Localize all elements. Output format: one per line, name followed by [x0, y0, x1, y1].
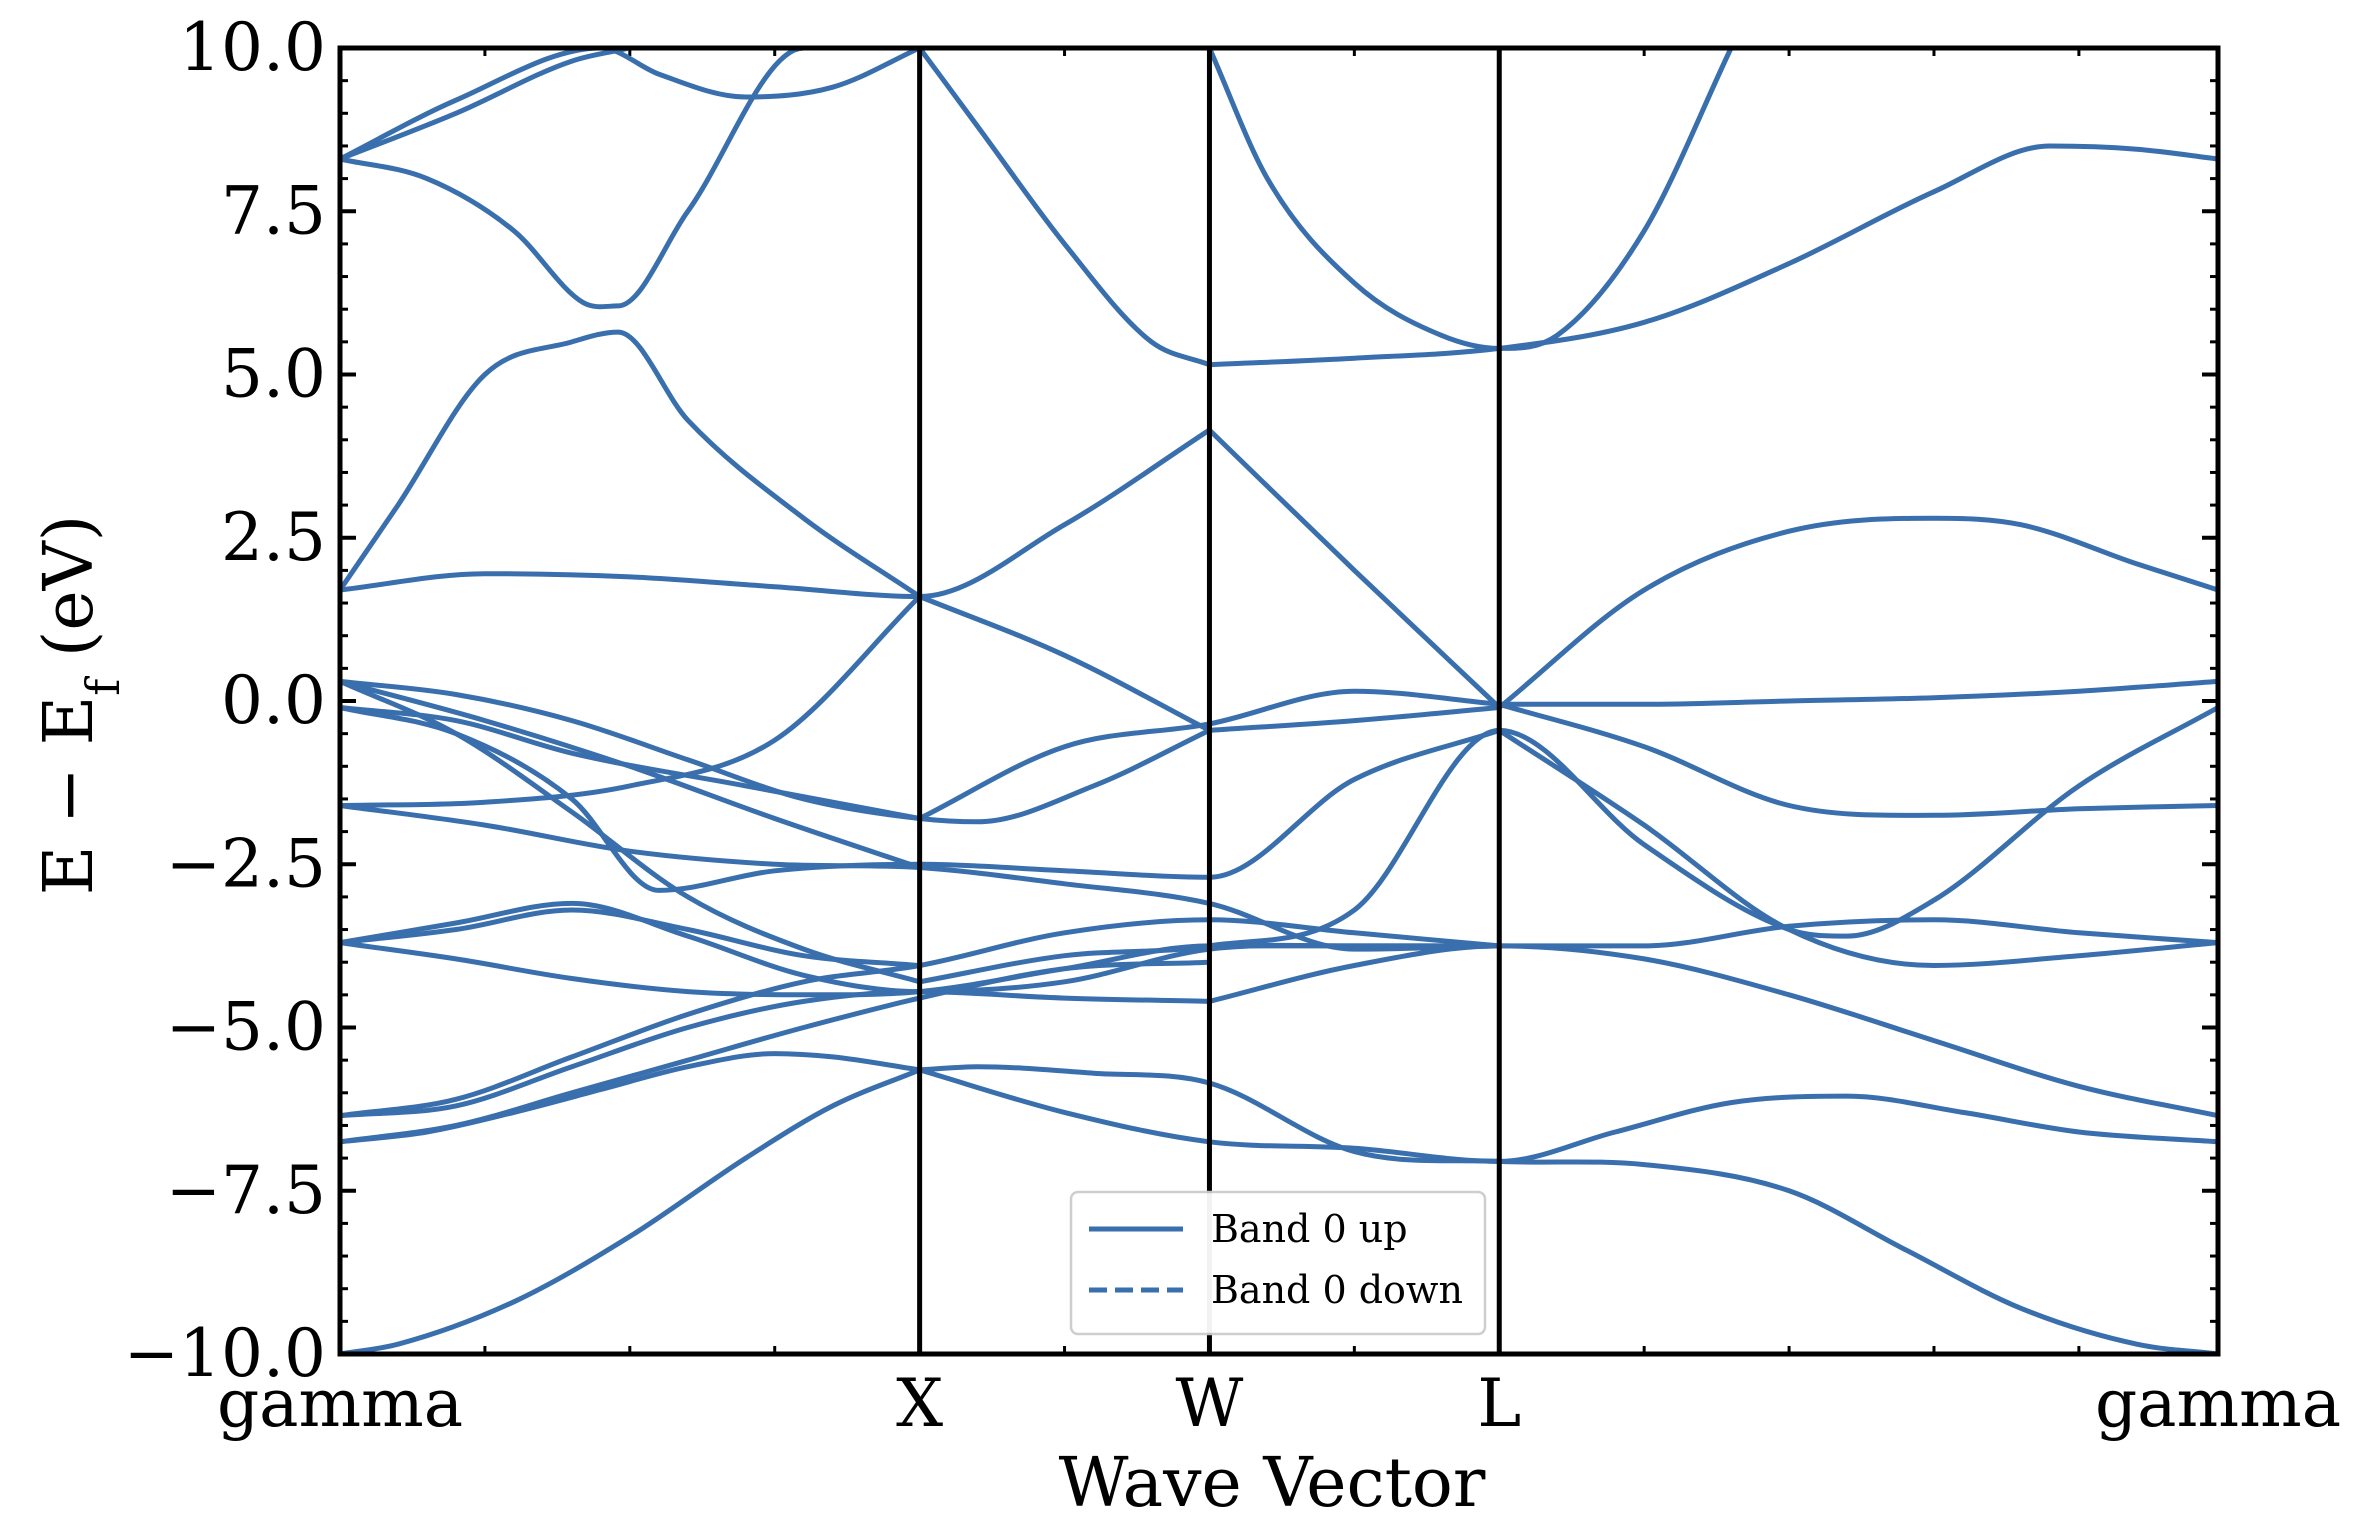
band-line-31: [917, 45, 1212, 368]
band-line-25: [1206, 427, 1502, 710]
band-line-30: [1206, 45, 1734, 351]
y-tick-label: −2.5: [166, 825, 326, 902]
y-tick-label: −5.0: [166, 989, 326, 1066]
y-tick-label: −7.5: [166, 1152, 326, 1229]
legend-label-down: Band 0 down: [1211, 1268, 1463, 1312]
band-line-26: [337, 427, 1212, 599]
band-line-7: [1206, 943, 2221, 1119]
band-line-23: [917, 594, 1212, 733]
band-line-33: [337, 45, 923, 162]
band-line-0: [337, 1067, 923, 1357]
band-line-24: [1206, 705, 1502, 733]
x-tick-label: X: [896, 1365, 943, 1442]
band-line-12: [917, 705, 2221, 985]
y-axis-title: E − Ef (eV): [30, 515, 130, 896]
band-line-28: [1496, 515, 2221, 710]
x-tick-label: W: [1176, 1365, 1244, 1442]
band-line-6: [337, 917, 1502, 1119]
band-line-29: [1206, 143, 2221, 368]
legend: Band 0 up Band 0 down: [1069, 1190, 1487, 1336]
band-line-1: [917, 1064, 2221, 1357]
x-tick-label: gamma: [217, 1365, 463, 1442]
x-axis-title: Wave Vector: [1059, 1444, 1486, 1523]
band-line-21: [1496, 678, 2221, 707]
y-tick-label: 2.5: [221, 499, 326, 576]
y-tick-label: 5.0: [221, 336, 326, 413]
plot-frame: [337, 45, 2221, 1357]
band-line-32: [337, 45, 923, 310]
band-lines: [337, 45, 2221, 1357]
band-line-34: [337, 45, 633, 162]
y-axis-title-unit: (eV): [30, 515, 109, 679]
y-axis-title-main: E − E: [30, 696, 109, 895]
high-symmetry-lines: [917, 48, 1502, 1354]
band-line-18: [337, 594, 923, 808]
y-tick-label: 0.0: [221, 662, 326, 739]
x-tick-label: L: [1477, 1365, 1521, 1442]
y-tick-label: 7.5: [221, 172, 326, 249]
y-tick-label: −10.0: [124, 1315, 326, 1392]
band-line-15: [1496, 727, 2221, 968]
band-line-10: [337, 907, 923, 968]
band-line-27: [337, 329, 923, 599]
legend-label-up: Band 0 up: [1211, 1207, 1408, 1251]
band-line-3: [917, 1067, 2221, 1164]
x-tick-label: gamma: [2095, 1365, 2341, 1442]
y-axis-title-subscript: f: [76, 676, 130, 696]
band-line-22: [1496, 701, 2221, 818]
band-line-19: [337, 705, 923, 821]
y-tick-labels: −10.0 −7.5 −5.0 −2.5 0.0 2.5 5.0 7.5 10.0: [124, 9, 326, 1392]
band-line-5: [337, 989, 1212, 1119]
y-tick-label: 10.0: [179, 9, 326, 86]
